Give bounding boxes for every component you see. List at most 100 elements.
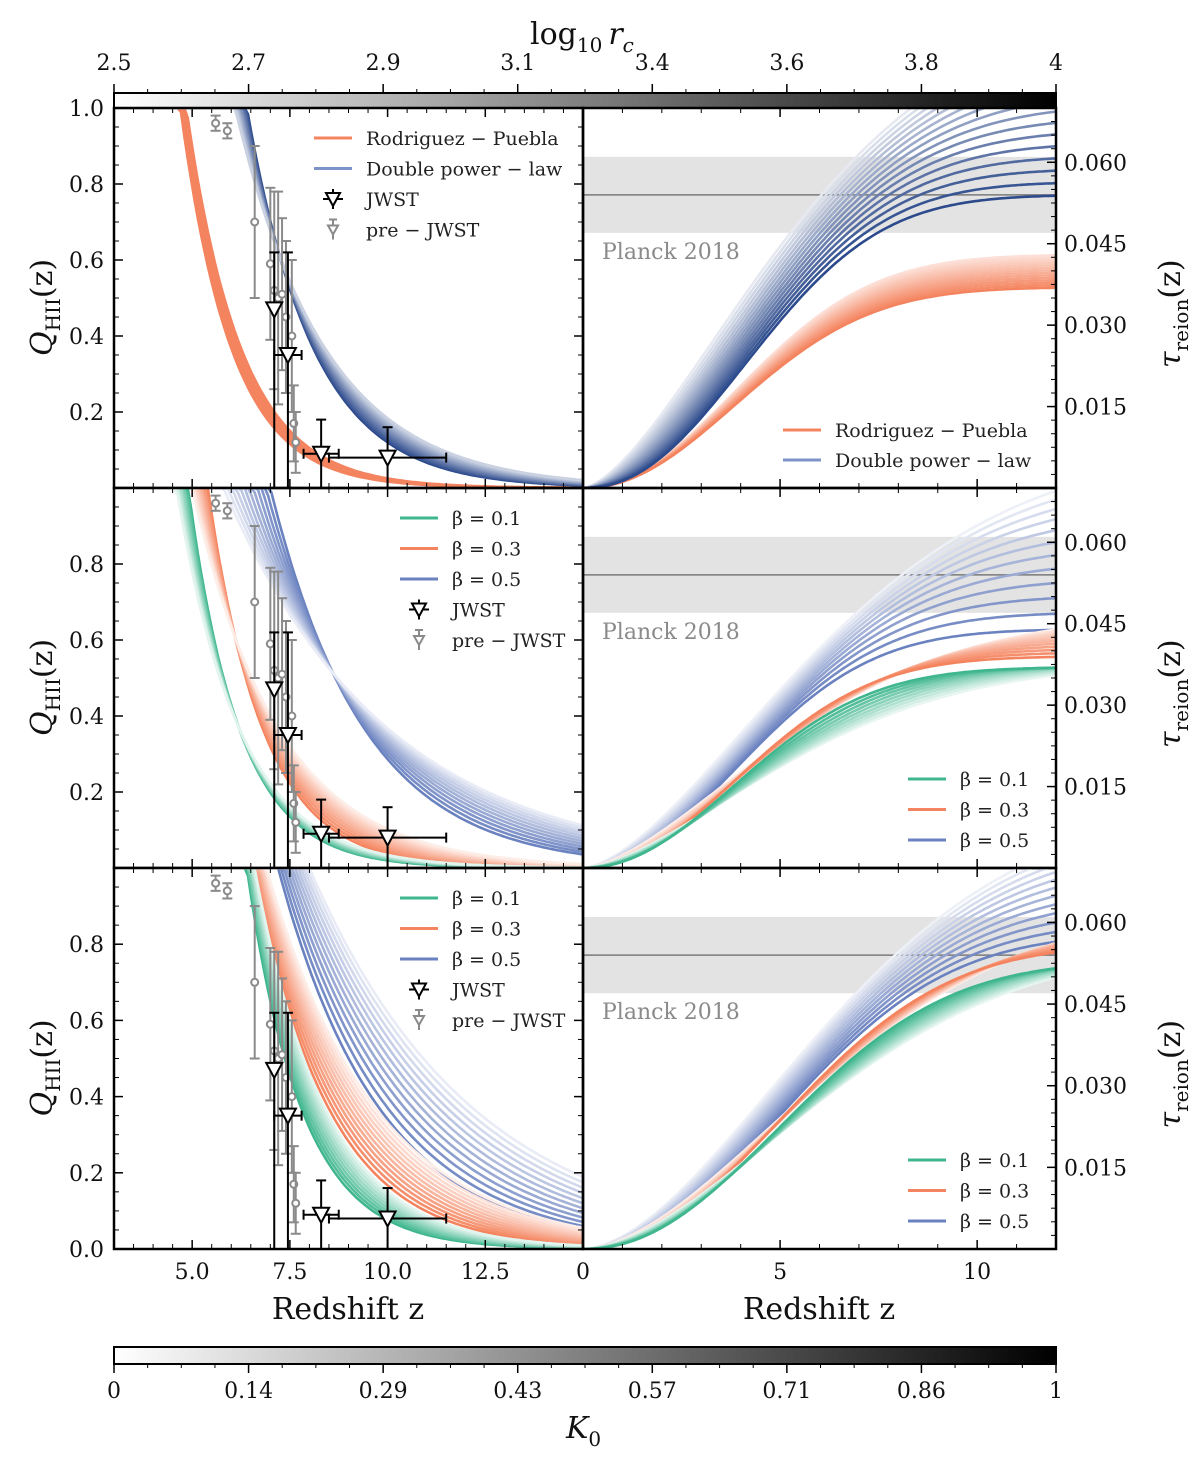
legend-jwst-marker — [410, 982, 428, 999]
beta-tau-curve — [583, 498, 1056, 868]
left-ytick-label: 1.0 — [69, 97, 104, 122]
beta-curve — [114, 868, 583, 1200]
beta-curve — [114, 868, 583, 1245]
legend: β = 0.1 β = 0.3 β = 0.5 JWST pre − JWST — [400, 508, 566, 652]
planck-label: Planck 2018 — [602, 1000, 740, 1025]
curve-family — [583, 108, 1056, 488]
prejwst-point — [287, 331, 297, 341]
bottom-colorbar-title-sub: 0 — [588, 1427, 601, 1451]
left-ytick-label: 0.2 — [69, 1162, 104, 1187]
prejwst-point — [291, 1198, 301, 1208]
prejwst-point — [211, 118, 221, 128]
legend-label: JWST — [450, 980, 505, 1002]
left-ytick-label: 0.2 — [69, 781, 104, 806]
top-colorbar-title-var-sub: c — [623, 33, 634, 57]
beta-curve — [114, 868, 583, 1246]
bottom-cb-tick-label: 1 — [1049, 1379, 1063, 1404]
left-xtick-label: 7.5 — [272, 1260, 307, 1285]
beta-curve — [114, 868, 583, 1195]
prejwst-point — [222, 886, 232, 896]
panel-row-bot: Planck 2018 0.0 0.2 0.4 0.6 0.8 0.015 0.030 0.04… — [25, 866, 1193, 1263]
right-ytick-label: 0.060 — [1064, 911, 1127, 936]
legend-label: pre − JWST — [452, 1010, 566, 1032]
right-ytick-label: 0.060 — [1064, 151, 1127, 176]
legend: Rodriguez − Puebla Double power − law JWST… — [314, 128, 563, 242]
jwst-point — [311, 825, 331, 844]
observations — [210, 494, 448, 868]
legend-label: Double power − law — [835, 450, 1032, 472]
left-ylabel-main: Q — [25, 1092, 60, 1117]
legend: Rodriguez − Puebla Double power − law — [783, 420, 1032, 472]
top-cb-tick-label: 4 — [1049, 51, 1063, 76]
dpl-tau-curve — [583, 108, 1022, 488]
dpl-curve — [114, 108, 583, 482]
right-xtick-label: 0 — [576, 1260, 590, 1285]
left-ytick-label: 0.4 — [69, 1086, 104, 1111]
left-ytick-label: 0.4 — [69, 325, 104, 350]
jwst-point — [311, 1206, 331, 1225]
beta-tau-curve — [583, 868, 1022, 1249]
legend-label: β = 0.5 — [452, 569, 521, 591]
bottom-colorbar-title: K0 — [565, 1411, 601, 1451]
legend-label: pre − JWST — [366, 220, 480, 242]
right-ylabel-main: τ — [1153, 731, 1188, 748]
left-ylabel-tail: (z) — [25, 639, 60, 678]
prejwst-point — [250, 597, 260, 607]
prejwst-point — [277, 289, 287, 299]
beta-tau-curve — [583, 868, 1035, 1249]
prejwst-point — [250, 217, 260, 227]
jwst-point — [264, 301, 284, 320]
top-colorbar-title: log10 rc — [530, 17, 634, 57]
beta-curve — [114, 868, 583, 1184]
left-ytick-label: 0.6 — [69, 249, 104, 274]
right-xtick-label: 5 — [773, 1260, 787, 1285]
observations — [210, 874, 448, 1249]
bottom-cb-tick-label: 0 — [107, 1379, 121, 1404]
bottom-colorbar-gradient — [113, 1346, 1057, 1365]
beta-curve — [114, 868, 583, 1243]
jwst-point — [264, 681, 284, 700]
dpl-tau-curve — [583, 108, 922, 488]
prejwst-point — [277, 669, 287, 679]
right-ytick-label: 0.045 — [1064, 993, 1127, 1018]
prejwst-point — [265, 259, 275, 269]
legend-label: β = 0.3 — [960, 800, 1029, 822]
prejwst-point — [250, 977, 260, 987]
top-cb-tick-label: 3.6 — [769, 51, 804, 76]
legend-label: β = 0.5 — [960, 1211, 1029, 1233]
beta-tau-curve — [583, 967, 1056, 1249]
rp-tau-curve — [583, 286, 1056, 488]
beta-curve — [114, 868, 583, 1210]
bottom-cb-tick-label: 0.57 — [628, 1379, 677, 1404]
left-ylabel: QHII(z) — [25, 259, 65, 356]
beta-curve — [114, 868, 583, 1224]
beta-curve — [114, 868, 583, 1179]
beta-curve — [114, 868, 583, 1240]
legend-label: pre − JWST — [452, 630, 566, 652]
beta-curve — [114, 868, 583, 1205]
panel-row-mid: Planck 2018 0.2 0.4 0.6 0.8 0.015 0.030 0.045 0.… — [25, 486, 1193, 870]
curve-family — [583, 489, 1056, 868]
dpl-tau-curve — [583, 145, 1056, 488]
beta-curve — [114, 868, 583, 1215]
beta-curve — [114, 868, 583, 1237]
beta-tau-curve — [583, 489, 1056, 868]
beta-curve — [114, 868, 583, 1190]
bottom-colorbar-ticks: 0 0.14 0.29 0.43 0.57 0.71 0.86 1 — [107, 1364, 1063, 1404]
panel-row-top: Planck 2018 0.2 0.4 0.6 0.8 1.0 0.015 0.030 0.04… — [25, 97, 1193, 490]
left-ytick-label: 0.6 — [69, 1009, 104, 1034]
observations — [210, 114, 448, 488]
panels: Planck 2018 0.2 0.4 0.6 0.8 1.0 0.015 0.030 0.04… — [25, 97, 1193, 1327]
beta-curve — [114, 868, 583, 1235]
beta-tau-curve — [583, 870, 1056, 1249]
left-ytick-label: 0.6 — [69, 629, 104, 654]
bottom-colorbar: 0 0.14 0.29 0.43 0.57 0.71 0.86 1 K0 — [107, 1346, 1063, 1451]
dpl-tau-curve — [583, 169, 1056, 488]
legend-label: β = 0.5 — [960, 830, 1029, 852]
beta-curve — [114, 868, 583, 1228]
right-ytick-label: 0.030 — [1064, 1075, 1127, 1100]
beta-curve — [114, 868, 583, 1219]
prejwst-point — [291, 437, 301, 447]
top-cb-tick-label: 3.1 — [500, 51, 535, 76]
